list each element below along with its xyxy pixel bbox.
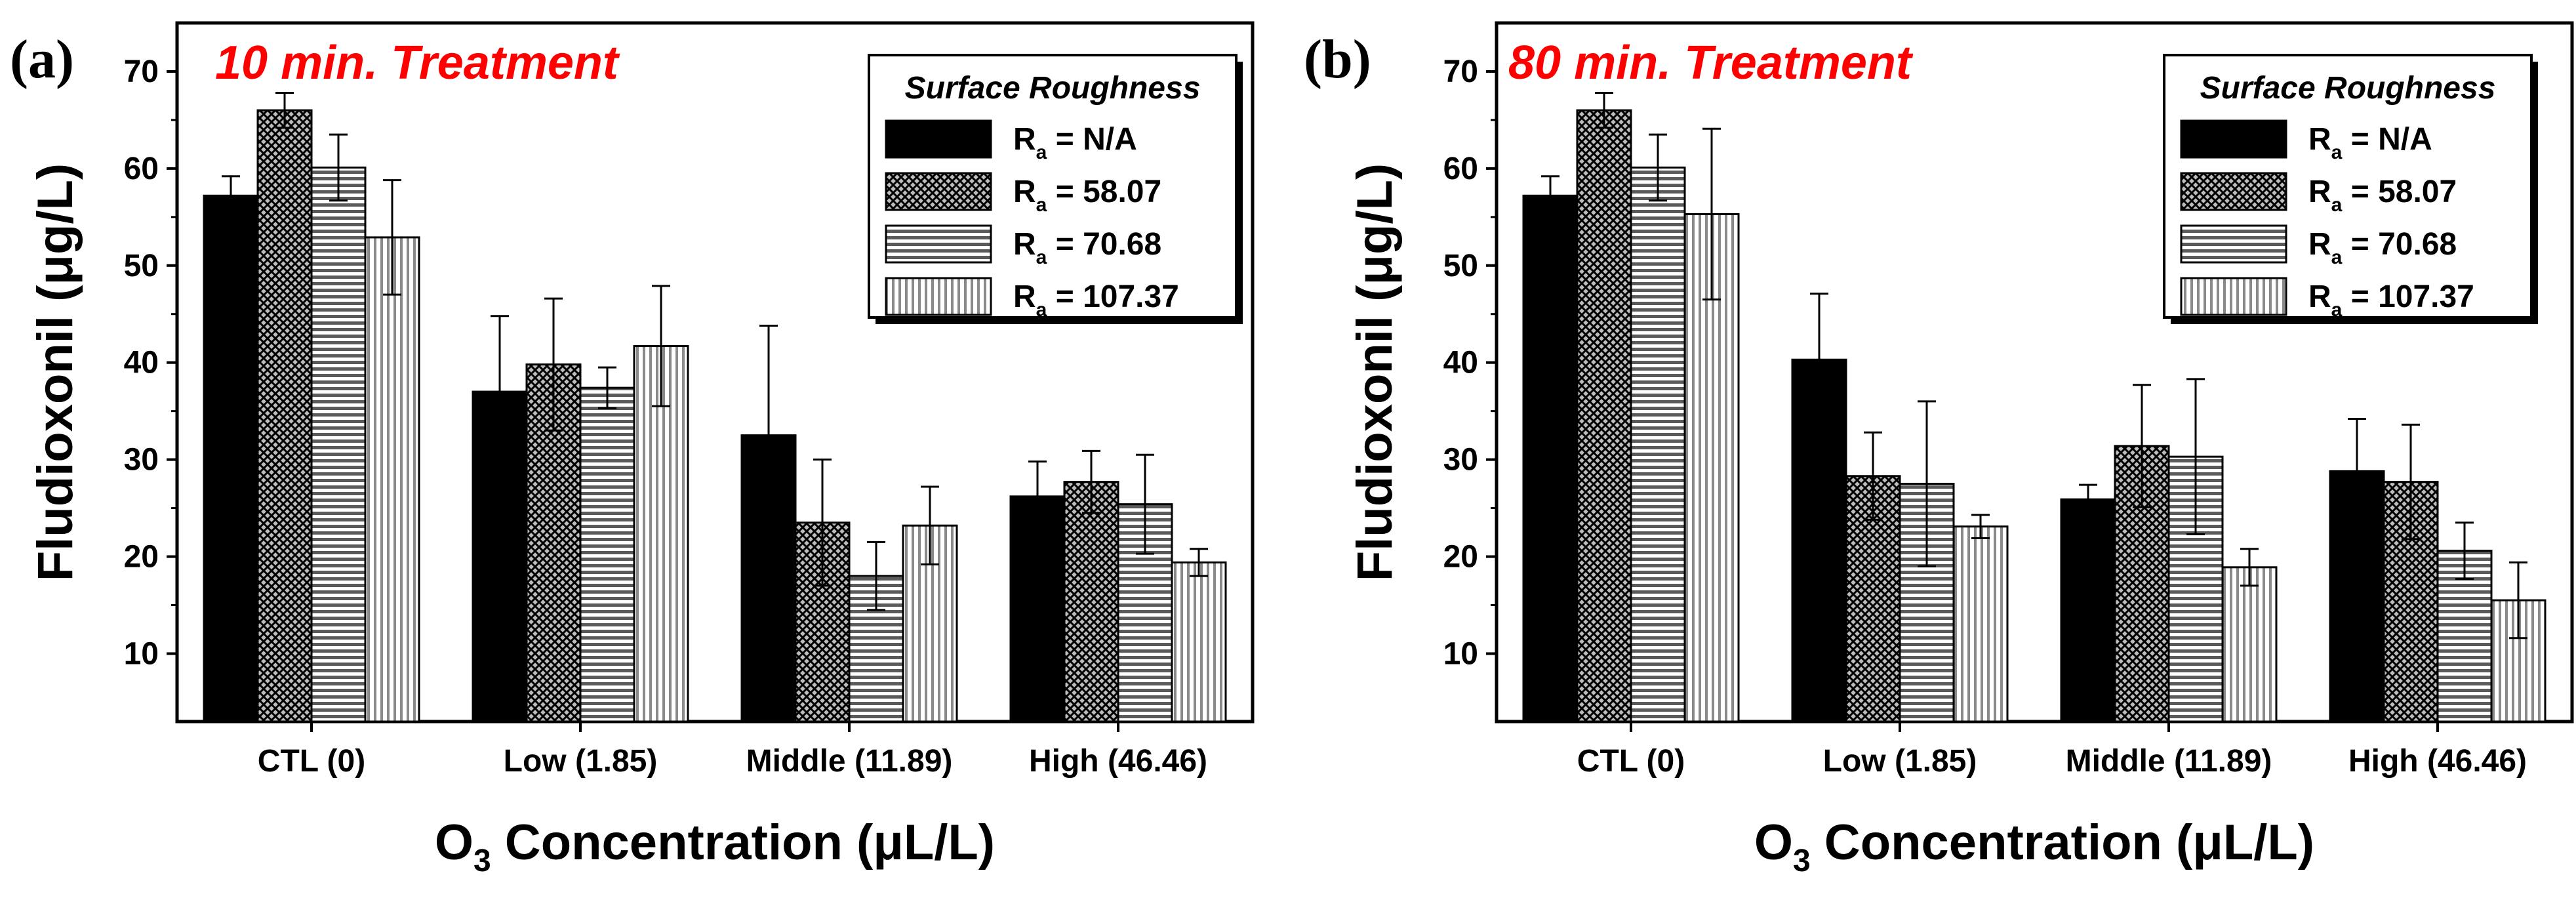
plot-frame: [175, 21, 1255, 724]
y-tick-label: 10: [124, 636, 159, 671]
y-tick-label: 20: [124, 540, 159, 575]
bar: [1171, 561, 1227, 723]
y-tick-label: 40: [1443, 346, 1478, 380]
bar: [1576, 109, 1632, 723]
x-tick-label: Low (1.85): [504, 744, 658, 779]
legend-swatch: [2180, 224, 2287, 264]
treatment-title: 80 min. Treatment: [1508, 37, 1914, 89]
treatment-title: 10 min. Treatment: [215, 37, 620, 89]
y-tick-label: 60: [124, 152, 159, 186]
bar: [364, 236, 420, 723]
legend-swatch: [885, 224, 992, 264]
y-tick-label: 10: [1443, 636, 1478, 671]
x-tick-label: Low (1.85): [1823, 744, 1977, 779]
legend-label: Ra = N/A: [2308, 122, 2432, 163]
bar: [256, 109, 313, 723]
y-tick-label: 30: [124, 443, 159, 478]
legend-label: Ra = N/A: [1013, 122, 1137, 163]
y-tick-label: 70: [1443, 54, 1478, 89]
x-tick-label: High (46.46): [1029, 744, 1207, 779]
bar: [1630, 166, 1686, 723]
y-tick-label: 50: [124, 249, 159, 283]
y-axis-title: Fludioxonil (μg/L): [28, 163, 83, 581]
legend-swatch: [885, 119, 992, 159]
x-axis-title: O3 Concentration (μL/L): [435, 815, 995, 878]
legend-label: Ra = 58.07: [2308, 174, 2457, 216]
legend-swatch: [2180, 277, 2287, 316]
y-axis-title: Fludioxonil (μg/L): [1347, 163, 1403, 581]
bar: [1063, 481, 1119, 723]
panel-b: (b) 80 min. Treatment 10 20 30 40 50 60 70 Fludio…: [1304, 21, 2574, 878]
legend-title: Surface Roughness: [905, 71, 1201, 106]
panel-a: (a) 10 min. Treatment 10 20 30 40 50 60 70 Fludio…: [10, 21, 1255, 878]
y-tick-label: 50: [1443, 249, 1478, 283]
bar: [633, 345, 689, 723]
y-tick-label: 30: [1443, 443, 1478, 478]
bar: [2221, 566, 2278, 723]
bar: [203, 194, 259, 723]
bar: [579, 386, 635, 723]
bar: [2060, 498, 2116, 723]
bar: [1952, 525, 2009, 723]
y-tick-label: 20: [1443, 540, 1478, 575]
y-tick-label: 40: [124, 346, 159, 380]
bar: [310, 166, 367, 723]
x-tick-label: High (46.46): [2348, 744, 2527, 779]
panel-label: (a): [10, 29, 74, 90]
legend-label: Ra = 58.07: [1013, 174, 1161, 216]
legend-swatch: [885, 277, 992, 316]
legend-label: Ra = 70.68: [1013, 227, 1161, 268]
x-tick-label: CTL (0): [258, 744, 365, 779]
plot-frame: [1495, 21, 2574, 724]
x-tick-label: Middle (11.89): [2066, 744, 2272, 779]
y-tick-label: 60: [1443, 152, 1478, 186]
legend-swatch: [2180, 172, 2287, 211]
legend-label: Ra = 107.37: [2308, 279, 2474, 321]
bar: [1522, 194, 1579, 723]
x-axis-title: O3 Concentration (μL/L): [1754, 815, 2314, 878]
legend-swatch: [885, 172, 992, 211]
x-tick-label: Middle (11.89): [746, 744, 953, 779]
legend-title: Surface Roughness: [2200, 71, 2496, 106]
x-tick-label: CTL (0): [1577, 744, 1685, 779]
legend-swatch: [2180, 119, 2287, 159]
legend-label: Ra = 70.68: [2308, 227, 2457, 268]
y-tick-label: 70: [124, 54, 159, 89]
legend-label: Ra = 107.37: [1013, 279, 1179, 321]
panel-label: (b): [1304, 29, 1371, 90]
bar: [525, 363, 582, 723]
